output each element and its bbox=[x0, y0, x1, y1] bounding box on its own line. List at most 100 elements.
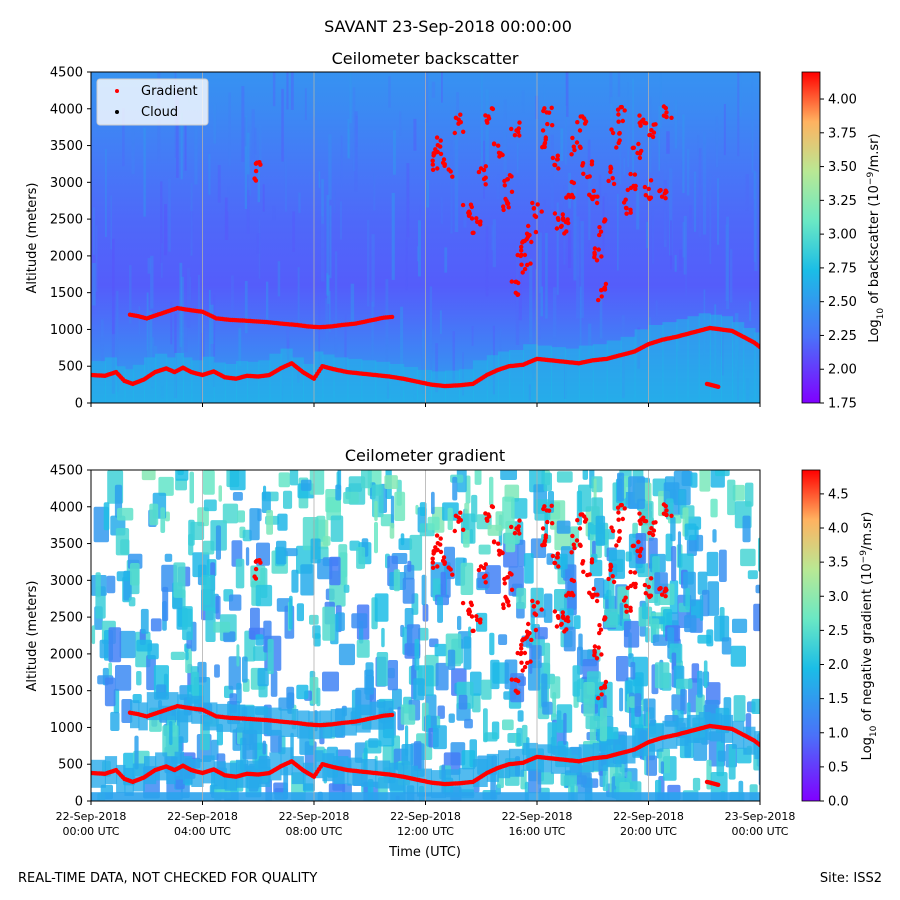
backscatter-mixed-layer-band bbox=[592, 344, 608, 403]
colorbar-tick-label: 3.5 bbox=[828, 556, 849, 571]
backscatter-texture-streak bbox=[619, 145, 622, 185]
gradient-texture-patch bbox=[699, 594, 704, 621]
backscatter-texture-streak bbox=[122, 107, 125, 167]
backscatter-texture-streak bbox=[580, 221, 584, 318]
gradient-texture-patch bbox=[591, 476, 603, 493]
backscatter-texture-streak bbox=[352, 87, 356, 172]
gradient-marker bbox=[631, 145, 636, 150]
gradient-texture-patch bbox=[543, 472, 552, 492]
gradient-texture-patch bbox=[173, 562, 186, 598]
gradient-marker bbox=[592, 644, 598, 649]
gradient-marker bbox=[434, 135, 440, 140]
gradient-marker bbox=[616, 510, 621, 515]
backscatter-texture-streak bbox=[568, 172, 572, 209]
backscatter-texture-streak bbox=[298, 192, 301, 213]
gradient-marker bbox=[481, 574, 487, 580]
gradient-texture-patch bbox=[628, 476, 645, 509]
gradient-texture-patch bbox=[602, 764, 609, 792]
y-tick-label: 3500 bbox=[50, 537, 83, 552]
gradient-marker bbox=[554, 226, 560, 231]
legend-box bbox=[96, 78, 209, 126]
backscatter-texture-streak bbox=[521, 90, 525, 113]
gradient-marker bbox=[522, 252, 528, 258]
gradient-marker bbox=[658, 188, 663, 193]
gradient-texture-patch bbox=[563, 626, 576, 652]
gradient-marker bbox=[501, 602, 506, 607]
y-tick-label: 2500 bbox=[50, 213, 83, 228]
gradient-marker bbox=[610, 130, 616, 136]
backscatter-texture-streak bbox=[318, 295, 321, 371]
gradient-texture-patch bbox=[150, 618, 162, 632]
gradient-marker bbox=[458, 112, 463, 117]
gradient-texture-patch bbox=[149, 503, 159, 526]
gradient-marker bbox=[602, 615, 608, 620]
gradient-marker bbox=[580, 114, 585, 119]
gradient-marker bbox=[589, 159, 595, 164]
gradient-texture-patch bbox=[266, 510, 273, 535]
gradient-texture-patch bbox=[472, 693, 481, 713]
gradient-texture-patch bbox=[478, 544, 491, 555]
gradient-texture-patch bbox=[108, 662, 112, 677]
gradient-marker bbox=[468, 600, 474, 605]
gradient-texture-patch bbox=[740, 548, 756, 567]
gradient-marker bbox=[631, 543, 636, 548]
backscatter-texture-streak bbox=[190, 211, 194, 250]
gradient-marker bbox=[460, 600, 466, 606]
gradient-marker bbox=[525, 632, 531, 637]
gradient-marker bbox=[515, 292, 521, 297]
gradient-layer-band bbox=[280, 747, 293, 776]
backscatter-mixed-layer-band bbox=[721, 316, 734, 403]
gradient-marker bbox=[253, 168, 259, 174]
gradient-texture-patch bbox=[565, 564, 577, 600]
gradient-texture-patch bbox=[685, 588, 690, 610]
gradient-marker bbox=[569, 152, 574, 157]
gradient-texture-patch bbox=[461, 750, 476, 770]
y-tick-label: 500 bbox=[58, 360, 83, 375]
gradient-layer-band bbox=[732, 720, 745, 749]
gradient-texture-patch bbox=[300, 479, 312, 491]
gradient-marker bbox=[519, 248, 524, 253]
gradient-marker bbox=[543, 535, 548, 540]
backscatter-texture-streak bbox=[439, 310, 442, 334]
gradient-marker bbox=[483, 511, 488, 516]
gradient-texture-patch bbox=[498, 634, 508, 645]
gradient-marker bbox=[602, 217, 608, 222]
gradient-texture-patch bbox=[617, 472, 625, 502]
gradient-marker bbox=[533, 612, 539, 617]
backscatter-texture-streak bbox=[545, 232, 548, 319]
backscatter-mixed-layer-band bbox=[523, 344, 538, 403]
gradient-texture-patch bbox=[413, 678, 425, 701]
gradient-marker bbox=[641, 117, 646, 122]
backscatter-texture-streak bbox=[565, 84, 567, 165]
backscatter-texture-streak bbox=[272, 72, 276, 107]
gradient-layer-band bbox=[314, 750, 324, 779]
gradient-marker bbox=[609, 127, 614, 132]
backscatter-mixed-layer-band bbox=[132, 364, 145, 403]
backscatter-texture-streak bbox=[385, 279, 389, 380]
backscatter-texture-streak bbox=[682, 222, 685, 258]
gradient-marker bbox=[545, 121, 550, 127]
gradient-marker bbox=[258, 162, 263, 167]
backscatter-mixed-layer-band bbox=[620, 336, 636, 403]
gradient-texture-patch bbox=[267, 638, 274, 675]
gradient-texture-patch bbox=[427, 516, 440, 531]
backscatter-mixed-layer-band bbox=[258, 360, 271, 403]
gradient-marker bbox=[442, 560, 447, 565]
gradient-marker bbox=[501, 207, 506, 213]
backscatter-texture-streak bbox=[388, 76, 391, 108]
gradient-texture-patch bbox=[747, 570, 758, 580]
gradient-layer-band bbox=[743, 726, 756, 755]
gradient-marker bbox=[558, 224, 564, 229]
gradient-marker bbox=[509, 126, 514, 132]
gradient-texture-patch bbox=[229, 470, 246, 491]
y-tick-label: 4500 bbox=[50, 66, 83, 81]
gradient-texture-patch bbox=[652, 634, 668, 646]
gradient-texture-patch bbox=[758, 749, 760, 786]
gradient-marker bbox=[506, 205, 511, 210]
backscatter-texture-streak bbox=[573, 188, 577, 281]
backscatter-texture-streak bbox=[588, 178, 591, 241]
gradient-marker bbox=[509, 587, 515, 592]
backscatter-mixed-layer-band bbox=[486, 355, 499, 403]
gradient-marker bbox=[564, 593, 569, 598]
colorbar-tick-label: 3.00 bbox=[828, 228, 857, 243]
